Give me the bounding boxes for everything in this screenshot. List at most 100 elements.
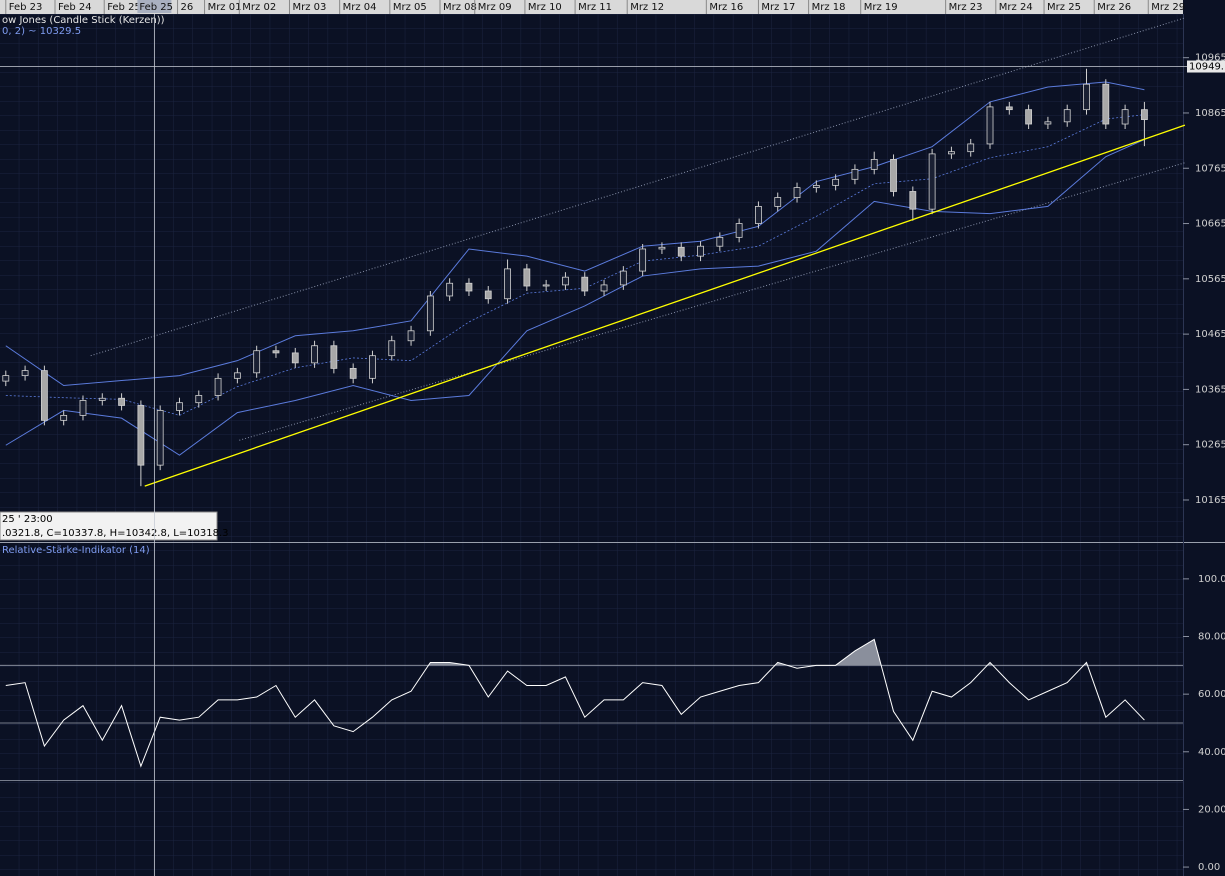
- tooltip-box: [0, 511, 218, 541]
- y-tick-label: 80.00: [1198, 632, 1225, 643]
- candle-body: [581, 276, 589, 292]
- x-tick-label: Mrz 02: [242, 2, 276, 13]
- trend-line: [144, 124, 1186, 487]
- candle-body: [60, 414, 68, 421]
- channel-line: [90, 17, 1186, 357]
- candle-body: [562, 276, 569, 286]
- candle-body: [909, 191, 917, 210]
- candle-body: [1005, 106, 1013, 111]
- x-tick-label: Mrz 12: [630, 2, 664, 13]
- y-tick-label: 10565: [1195, 274, 1225, 285]
- candle-body: [137, 405, 145, 466]
- candle-body: [1141, 109, 1148, 121]
- crosshair-y-box: [1187, 60, 1225, 73]
- rsi-title: Relative-Stärke-Indikator (14): [2, 545, 150, 556]
- crosshair-x-box: [137, 0, 172, 13]
- candle-body: [639, 248, 647, 272]
- x-tick-label: Mrz 17: [761, 2, 795, 13]
- y-tick-label: 10665: [1195, 219, 1225, 230]
- candle-body: [388, 340, 396, 357]
- candle-body: [1063, 109, 1071, 123]
- candle-body: [156, 410, 164, 466]
- candle-body: [504, 268, 511, 300]
- candle-body: [755, 206, 762, 224]
- candle-body: [291, 352, 299, 364]
- y-tick-label: 60.00: [1198, 689, 1225, 700]
- candle-body: [948, 151, 955, 155]
- candle-body: [40, 370, 48, 421]
- candle-body: [1044, 121, 1052, 125]
- candle-body: [890, 159, 897, 192]
- candle-body: [677, 246, 685, 257]
- candle-body: [79, 400, 87, 416]
- candle-body: [118, 397, 125, 406]
- x-tick-label: 26: [181, 2, 194, 13]
- candle-body: [426, 295, 434, 332]
- candle-body: [774, 197, 782, 207]
- x-tick-label: Mrz 10: [528, 2, 562, 13]
- price-title: ow Jones (Candle Stick (Kerzen)): [2, 15, 165, 26]
- x-tick-label: Feb 24: [58, 2, 92, 13]
- x-tick-label: Mrz 23: [949, 2, 983, 13]
- y-tick-label: 10865: [1195, 108, 1225, 119]
- candle-body: [407, 330, 415, 342]
- candle-body: [195, 395, 203, 404]
- crosshair-x-label: Feb 25: [139, 2, 173, 13]
- crosshair-y-label: 10949.: [1189, 62, 1224, 73]
- candle-body: [1025, 109, 1033, 125]
- y-tick-label: 0.00: [1198, 862, 1220, 873]
- candle-body: [233, 372, 241, 379]
- y-tick-label: 100.00: [1198, 574, 1225, 585]
- candle-body: [330, 345, 338, 369]
- y-tick-label: 10165: [1195, 495, 1225, 506]
- date-bar: [0, 0, 1183, 14]
- candle-body: [928, 153, 936, 210]
- x-tick-label: Mrz 18: [812, 2, 846, 13]
- candle-body: [21, 370, 29, 376]
- x-tick-label: Mrz 03: [292, 2, 326, 13]
- candle-body: [349, 367, 357, 379]
- x-tick-label: Mrz 11: [578, 2, 612, 13]
- price-subtitle: 0, 2) ~ 10329.5: [2, 26, 81, 37]
- candle-body: [253, 350, 261, 374]
- tooltip-line: .0321.8, C=10337.8, H=10342.8, L=10318.3: [2, 528, 229, 539]
- candle-body: [812, 184, 820, 189]
- x-tick-label: Mrz 16: [709, 2, 743, 13]
- candle-body: [697, 245, 704, 257]
- x-tick-label: Mrz 05: [393, 2, 427, 13]
- candle-body: [272, 350, 280, 354]
- candle-body: [793, 187, 801, 198]
- x-tick-label: Feb 25: [107, 2, 141, 13]
- candle-body: [369, 355, 376, 379]
- candle-body: [1083, 83, 1090, 111]
- candle-body: [465, 282, 473, 292]
- candle-body: [832, 178, 840, 186]
- candle-body: [619, 270, 627, 286]
- candle-body: [311, 345, 318, 364]
- tooltip-line: 25 ' 23:00: [2, 514, 53, 525]
- candle-body: [851, 168, 859, 180]
- x-tick-label: Mrz 24: [999, 2, 1033, 13]
- x-tick-label: Mrz 19: [864, 2, 898, 13]
- candle-body: [967, 143, 975, 153]
- candle-body: [716, 236, 724, 247]
- candle-body: [870, 159, 878, 170]
- candle-body: [1121, 109, 1129, 125]
- y-tick-label: 10965: [1195, 53, 1225, 64]
- candle-body: [484, 290, 492, 300]
- candle-body: [176, 402, 183, 411]
- bollinger-lower: [5, 139, 1145, 456]
- rsi-line: [5, 638, 1145, 768]
- candle-body: [98, 397, 106, 401]
- candle-body: [2, 375, 10, 382]
- candle-body: [986, 106, 994, 145]
- x-tick-label: Feb 23: [9, 2, 43, 13]
- minor-grid: [0, 14, 1183, 876]
- bollinger-upper: [5, 81, 1145, 387]
- y-tick-label: 10365: [1195, 384, 1225, 395]
- candle-body: [658, 246, 666, 250]
- y-tick-label: 10465: [1195, 329, 1225, 340]
- candle-body: [446, 282, 454, 297]
- x-tick-label: Mrz 08: [443, 2, 477, 13]
